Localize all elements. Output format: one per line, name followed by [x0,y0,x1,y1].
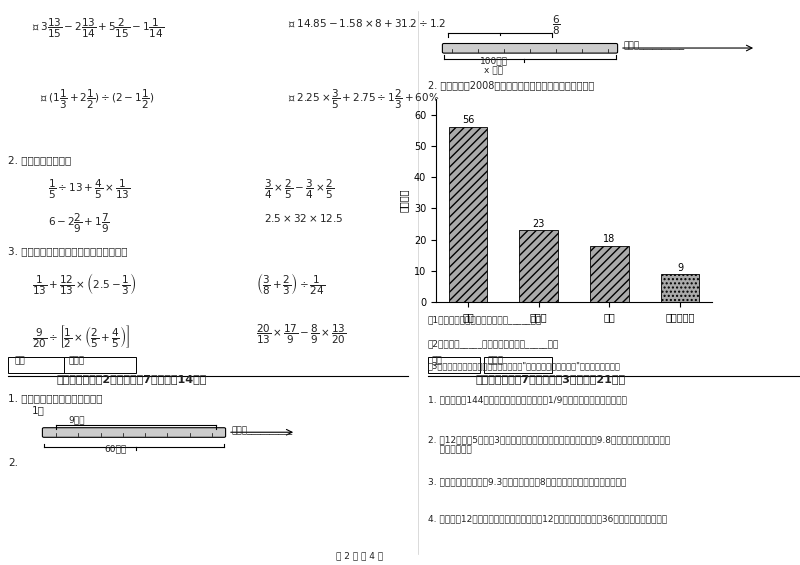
Text: 评卷人: 评卷人 [69,356,85,365]
Text: 1. 看图列算式成方程，不计算：: 1. 看图列算式成方程，不计算： [8,393,102,403]
Bar [449,127,487,302]
Text: 100千米: 100千米 [480,56,508,66]
Text: $\dfrac{9}{20}\div\left[\dfrac{1}{2}\times\left(\dfrac{2}{5}+\dfrac{4}{5}\right): $\dfrac{9}{20}\div\left[\dfrac{1}{2}\tim… [32,323,130,350]
FancyBboxPatch shape [484,357,552,373]
FancyBboxPatch shape [42,428,226,437]
Text: 23: 23 [533,219,545,229]
Text: 评卷人: 评卷人 [488,356,504,365]
Text: x 千米: x 千米 [484,66,503,75]
Text: $\dfrac{1}{5}\div13+\dfrac{4}{5}\times\dfrac{1}{13}$: $\dfrac{1}{5}\div13+\dfrac{4}{5}\times\d… [48,178,130,201]
Text: 六、应用题（共7小题，每题3分，共计21分）: 六、应用题（共7小题，每题3分，共计21分） [476,374,626,384]
Text: 9千克: 9千克 [68,415,85,424]
Text: 2.: 2. [8,458,18,468]
Text: （3）投票结果一出来，报纸、电视都说："北京得票是数遥遥领先"，为什么这样说？: （3）投票结果一出来，报纸、电视都说："北京得票是数遥遥领先"，为什么这样说？ [428,362,621,371]
Text: 18: 18 [603,234,615,245]
Text: $\dfrac{20}{13}\times\dfrac{17}{9}-\dfrac{8}{9}\times\dfrac{13}{20}$: $\dfrac{20}{13}\times\dfrac{17}{9}-\dfra… [256,323,346,346]
Bar [519,231,558,302]
Text: 1. 小熊身高是144厘米，小龙的身高比小熊高1/9，小龙的身高是多少厘米？: 1. 小熊身高是144厘米，小龙的身高比小熊高1/9，小龙的身高是多少厘米？ [428,396,627,405]
Text: 列式：__________: 列式：__________ [232,427,293,436]
FancyBboxPatch shape [64,357,136,373]
Text: 列式：__________: 列式：__________ [624,41,685,50]
Text: 60千克: 60千克 [104,445,126,454]
Text: ⑴ $(1\dfrac{1}{3}+2\dfrac{1}{2})\div(2-1\dfrac{1}{2})$: ⑴ $(1\dfrac{1}{3}+2\dfrac{1}{2})\div(2-1… [40,88,154,111]
Text: 得分: 得分 [14,356,25,365]
Text: $\dfrac{1}{13}+\dfrac{12}{13}\times\left(2.5-\dfrac{1}{3}\right)$: $\dfrac{1}{13}+\dfrac{12}{13}\times\left… [32,271,137,297]
FancyBboxPatch shape [428,357,480,373]
Text: 3. 脱式计算，能简便计算的要简便计算。: 3. 脱式计算，能简便计算的要简便计算。 [8,246,127,256]
Text: 56: 56 [462,115,474,125]
Text: $2.5\times32\times12.5$: $2.5\times32\times12.5$ [264,212,343,224]
FancyBboxPatch shape [442,44,618,53]
Text: $6-2\dfrac{2}{9}+1\dfrac{7}{9}$: $6-2\dfrac{2}{9}+1\dfrac{7}{9}$ [48,212,110,235]
Text: 2. 能简算的要简算。: 2. 能简算的要简算。 [8,155,71,166]
Text: 3. 学校食堂五月份烧煤9.3吨，六月份烧煤8吨，两个月平均每天烧煤多少吨？: 3. 学校食堂五月份烧煤9.3吨，六月份烧煤8吨，两个月平均每天烧煤多少吨？ [428,477,626,486]
Text: $\dfrac{3}{4}\times\dfrac{2}{5}-\dfrac{3}{4}\times\dfrac{2}{5}$: $\dfrac{3}{4}\times\dfrac{2}{5}-\dfrac{3… [264,178,334,201]
Text: 五、综合题（共2小题，每题7分，共计14分）: 五、综合题（共2小题，每题7分，共计14分） [56,374,206,384]
Text: 9: 9 [677,263,683,272]
Text: 第 2 页 共 4 页: 第 2 页 共 4 页 [336,551,383,560]
Text: ⑳ $14.85-1.58\times8+31.2\div1.2$: ⑳ $14.85-1.58\times8+31.2\div1.2$ [288,17,446,29]
Text: 1、: 1、 [32,405,45,415]
Bar [590,246,629,302]
Y-axis label: 单位：票: 单位：票 [398,189,408,212]
Bar [661,274,699,302]
Text: 4. 一个长为12厘米的长方形的面积比边长是12厘米的正方形面积少36平方厘米，这个长方形: 4. 一个长为12厘米的长方形的面积比边长是12厘米的正方形面积少36平方厘米，… [428,514,667,523]
Text: （1）四个申办城市的得票总数是_____票。: （1）四个申办城市的得票总数是_____票。 [428,315,542,324]
Text: $\left(\dfrac{3}{8}+\dfrac{2}{3}\right)\div\dfrac{1}{24}$: $\left(\dfrac{3}{8}+\dfrac{2}{3}\right)\… [256,271,325,297]
Text: 得分: 得分 [432,356,442,365]
Text: （2）北京得_____票，占得票总数的_____％。: （2）北京得_____票，占得票总数的_____％。 [428,339,559,348]
Text: ⑲ $3\dfrac{13}{15}-2\dfrac{13}{14}+5\dfrac{2}{15}-1\dfrac{1}{14}$: ⑲ $3\dfrac{13}{15}-2\dfrac{13}{14}+5\dfr… [32,17,164,40]
Text: $\dfrac{6}{8}$: $\dfrac{6}{8}$ [552,14,561,37]
Text: 2. 下面是申报2008年奥运会主办城市的得票情况统计图。: 2. 下面是申报2008年奥运会主办城市的得票情况统计图。 [428,80,594,90]
FancyBboxPatch shape [8,357,64,373]
Text: ⑵ $2.25\times\dfrac{3}{5}+2.75\div1\dfrac{2}{3}+60\%$: ⑵ $2.25\times\dfrac{3}{5}+2.75\div1\dfra… [288,88,439,111]
Text: 2. 长12米，宽5米，高3米的教室，抹上石灰，扣除门窗黑板面积9.8平方米，抹石灰的面积有
    多少平方米？: 2. 长12米，宽5米，高3米的教室，抹上石灰，扣除门窗黑板面积9.8平方米，抹… [428,435,670,454]
